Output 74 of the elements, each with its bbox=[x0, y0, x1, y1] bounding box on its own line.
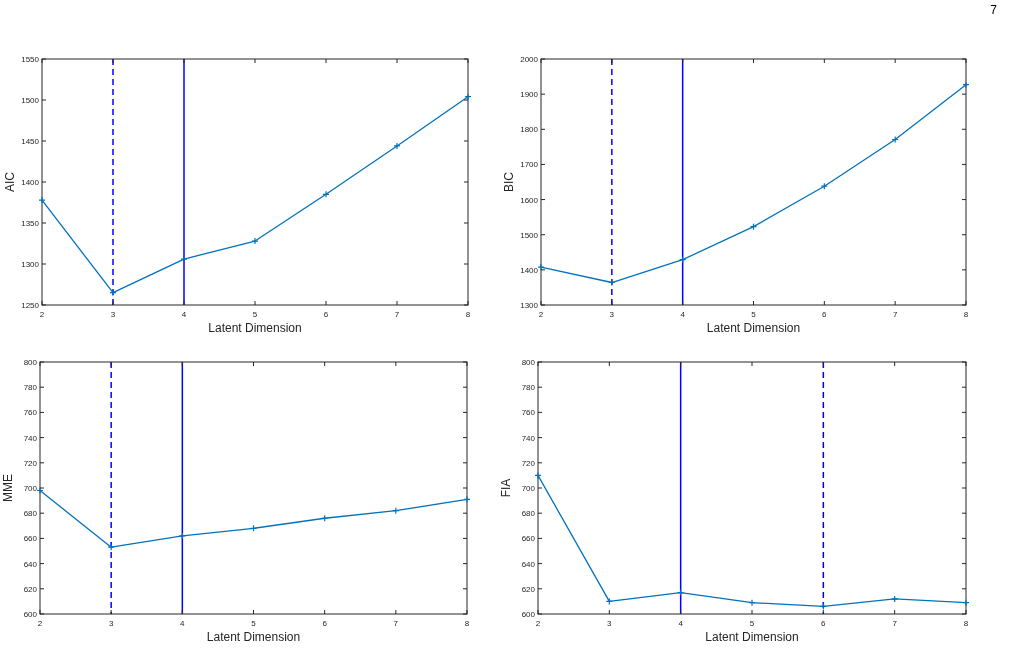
y-tick-label: 1600 bbox=[520, 195, 539, 205]
x-tick-label: 6 bbox=[822, 310, 828, 319]
x-tick-label: 5 bbox=[251, 619, 257, 628]
y-tick-label: 740 bbox=[521, 433, 536, 443]
y-tick-label: 760 bbox=[23, 408, 38, 418]
x-tick-label: 8 bbox=[465, 310, 471, 319]
x-tick-label: 3 bbox=[108, 619, 114, 628]
y-tick-label: 1500 bbox=[520, 230, 539, 240]
y-tick-label: 760 bbox=[521, 408, 536, 418]
x-axis-title: Latent Dimension bbox=[208, 321, 302, 335]
x-axis-title: Latent Dimension bbox=[206, 630, 301, 644]
y-tick-label: 780 bbox=[521, 383, 536, 393]
x-tick-label: 2 bbox=[535, 619, 541, 628]
text: 7 bbox=[990, 3, 998, 17]
x-tick-label: 6 bbox=[323, 310, 329, 319]
y-tick-label: 1550 bbox=[21, 55, 40, 64]
x-tick-label: 8 bbox=[963, 310, 969, 319]
y-tick-label: 680 bbox=[23, 509, 38, 519]
y-tick-label: 1350 bbox=[21, 219, 40, 228]
x-tick-label: 4 bbox=[678, 619, 684, 628]
x-tick-label: 6 bbox=[821, 619, 827, 628]
x-tick-label: 4 bbox=[180, 619, 186, 628]
x-axis-title: Latent Dimension bbox=[705, 630, 799, 644]
y-tick-label: 720 bbox=[23, 458, 38, 468]
x-tick-label: 3 bbox=[607, 619, 613, 628]
y-tick-label: 640 bbox=[23, 559, 38, 569]
y-tick-label: 1450 bbox=[21, 137, 40, 146]
x-tick-label: 7 bbox=[892, 619, 898, 628]
x-tick-label: 4 bbox=[181, 310, 187, 319]
x-tick-label: 2 bbox=[37, 619, 43, 628]
x-tick-label: 4 bbox=[680, 310, 686, 319]
y-tick-label: 780 bbox=[23, 383, 38, 393]
x-tick-label: 8 bbox=[963, 619, 969, 628]
y-tick-label: 2000 bbox=[520, 55, 539, 64]
y-tick-label: 720 bbox=[521, 458, 536, 468]
y-tick-label: 640 bbox=[521, 559, 536, 569]
y-tick-label: 660 bbox=[23, 534, 38, 544]
y-tick-label: 600 bbox=[23, 610, 38, 619]
x-tick-label: 5 bbox=[749, 619, 755, 628]
y-tick-label: 600 bbox=[521, 610, 536, 619]
y-tick-label: 1300 bbox=[520, 301, 539, 310]
x-tick-label: 2 bbox=[39, 310, 45, 319]
y-tick-label: 1900 bbox=[520, 90, 539, 100]
x-tick-label: 7 bbox=[393, 619, 399, 628]
y-tick-label: 1250 bbox=[21, 301, 40, 310]
y-tick-label: 1400 bbox=[520, 265, 539, 275]
y-axis-title: AIC bbox=[3, 171, 17, 193]
x-tick-label: 3 bbox=[110, 310, 116, 319]
y-tick-label: 800 bbox=[23, 358, 38, 367]
y-axis-title: MME bbox=[1, 474, 15, 502]
x-tick-label: 6 bbox=[322, 619, 328, 628]
y-tick-label: 620 bbox=[521, 584, 536, 594]
x-tick-label: 7 bbox=[394, 310, 400, 319]
y-axis-title: FIA bbox=[499, 478, 513, 498]
y-tick-label: 680 bbox=[521, 509, 536, 519]
x-tick-label: 3 bbox=[609, 310, 615, 319]
y-tick-label: 1700 bbox=[520, 160, 539, 170]
y-tick-label: 660 bbox=[521, 534, 536, 544]
y-tick-label: 700 bbox=[521, 484, 536, 493]
x-tick-label: 2 bbox=[538, 310, 544, 319]
x-tick-label: 5 bbox=[751, 310, 757, 319]
y-axis-title: BIC bbox=[502, 171, 516, 193]
y-tick-label: 1400 bbox=[21, 178, 40, 187]
y-tick-label: 740 bbox=[23, 433, 38, 443]
x-tick-label: 5 bbox=[252, 310, 258, 319]
y-tick-label: 700 bbox=[23, 484, 38, 493]
x-tick-label: 7 bbox=[892, 310, 898, 319]
x-axis-title: Latent Dimension bbox=[706, 321, 801, 335]
y-tick-label: 620 bbox=[23, 584, 38, 594]
y-tick-label: 800 bbox=[521, 358, 536, 367]
y-tick-label: 1800 bbox=[520, 125, 539, 135]
x-tick-label: 8 bbox=[464, 619, 470, 628]
y-tick-label: 1500 bbox=[21, 96, 40, 105]
y-tick-label: 1300 bbox=[21, 260, 40, 269]
